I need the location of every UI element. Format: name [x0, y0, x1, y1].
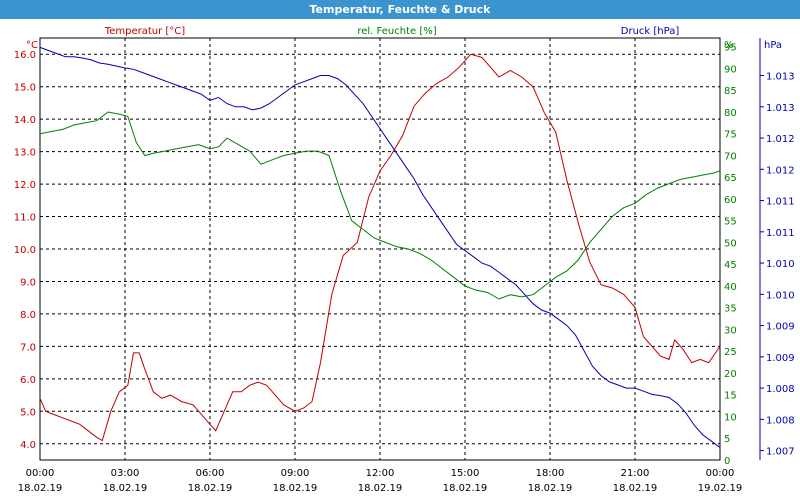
humidity-line [39, 111, 721, 300]
x-tick-date: 18.02.19 [613, 483, 658, 494]
pressure-tick-label: 1.011 [766, 228, 795, 239]
humidity-tick-label: 65 [724, 173, 737, 184]
humidity-tick-label: 0 [724, 456, 730, 467]
humidity-tick-label: 55 [724, 217, 737, 228]
humidity-tick-label: 35 [724, 304, 737, 315]
temperature-tick-label: 11.0 [14, 213, 36, 224]
temperature-tick-label: 9.0 [20, 277, 36, 288]
temperature-tick-label: 5.0 [20, 407, 36, 418]
humidity-unit-label: % [724, 40, 734, 51]
temperature-tick-label: 8.0 [20, 310, 36, 321]
temperature-tick-label: 7.0 [20, 342, 36, 353]
pressure-tick-label: 1.012 [766, 165, 795, 176]
pressure-tick-label: 1.013 [766, 103, 795, 114]
legend-humidity: rel. Feuchte [%] [357, 26, 436, 37]
humidity-tick-label: 60 [724, 195, 737, 206]
humidity-tick-label: 70 [724, 151, 737, 162]
pressure-tick-label: 1.010 [766, 259, 795, 270]
temperature-tick-label: 6.0 [20, 375, 36, 386]
humidity-tick-label: 25 [724, 347, 737, 358]
x-tick-time: 03:00 [111, 468, 140, 479]
pressure-unit-label: hPa [764, 40, 782, 51]
x-tick-time: 06:00 [196, 468, 225, 479]
x-tick-time: 18:00 [536, 468, 565, 479]
humidity-tick-label: 75 [724, 130, 737, 141]
humidity-tick-label: 15 [724, 391, 737, 402]
temperature-tick-label: 10.0 [14, 245, 36, 256]
humidity-tick-label: 80 [724, 108, 737, 119]
x-tick-date: 18.02.19 [358, 483, 403, 494]
x-tick-time: 09:00 [281, 468, 310, 479]
humidity-tick-label: 10 [724, 412, 737, 423]
temperature-unit-label: °C [26, 40, 38, 51]
pressure-tick-label: 1.010 [766, 290, 795, 301]
humidity-tick-label: 50 [724, 238, 737, 249]
humidity-tick-label: 85 [724, 86, 737, 97]
x-tick-time: 00:00 [706, 468, 735, 479]
pressure-tick-label: 1.008 [766, 415, 795, 426]
legend-pressure: Druck [hPa] [621, 26, 680, 37]
pressure-tick-label: 1.009 [766, 353, 795, 364]
humidity-tick-label: 45 [724, 260, 737, 271]
pressure-tick-label: 1.009 [766, 322, 795, 333]
pressure-line [39, 46, 721, 448]
humidity-tick-label: 5 [724, 434, 730, 445]
humidity-tick-label: 95 [724, 43, 737, 54]
humidity-tick-label: 40 [724, 282, 737, 293]
x-tick-time: 21:00 [621, 468, 650, 479]
x-tick-date: 18.02.19 [18, 483, 63, 494]
pressure-tick-label: 1.012 [766, 134, 795, 145]
x-tick-date: 18.02.19 [528, 483, 573, 494]
pressure-tick-label: 1.007 [766, 447, 795, 458]
pressure-tick-label: 1.013 [766, 72, 795, 83]
x-tick-date: 18.02.19 [443, 483, 488, 494]
pressure-tick-label: 1.008 [766, 384, 795, 395]
x-tick-date: 18.02.19 [103, 483, 148, 494]
temperature-tick-label: 15.0 [14, 83, 36, 94]
temperature-tick-label: 16.0 [14, 50, 36, 61]
chart-title: Temperatur, Feuchte & Druck [0, 0, 800, 19]
humidity-tick-label: 20 [724, 369, 737, 380]
temperature-tick-label: 14.0 [14, 115, 36, 126]
x-tick-date: 18.02.19 [188, 483, 233, 494]
x-tick-time: 15:00 [451, 468, 480, 479]
temperature-tick-label: 12.0 [14, 180, 36, 191]
temperature-tick-label: 4.0 [20, 440, 36, 451]
temperature-tick-label: 13.0 [14, 148, 36, 159]
x-tick-date: 18.02.19 [273, 483, 318, 494]
x-tick-time: 00:00 [26, 468, 55, 479]
temperature-line [39, 53, 721, 442]
x-tick-date: 19.02.19 [698, 483, 743, 494]
humidity-tick-label: 30 [724, 325, 737, 336]
pressure-tick-label: 1.011 [766, 197, 795, 208]
x-tick-time: 12:00 [366, 468, 395, 479]
humidity-tick-label: 90 [724, 64, 737, 75]
legend-temperature: Temperatur [°C] [104, 26, 185, 37]
